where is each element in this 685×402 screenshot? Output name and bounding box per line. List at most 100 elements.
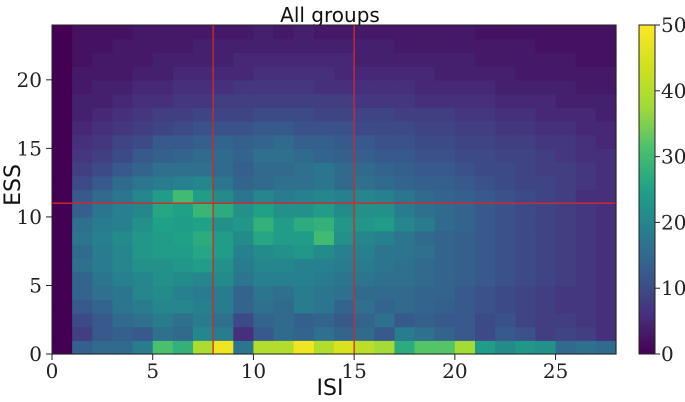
heatmap-cell [475,326,496,341]
heatmap-cell [555,326,577,341]
heatmap-cell [454,340,476,355]
heatmap-cell [394,107,416,122]
heatmap-cell [374,203,396,218]
heatmap-cell [475,148,496,163]
heatmap-cell [535,326,557,341]
heatmap-cell [112,25,134,40]
heatmap-cell [575,148,597,163]
heatmap-cell [555,285,577,300]
heatmap-cell [313,38,335,54]
heatmap-cell [233,340,255,355]
heatmap-cell [152,312,174,328]
heatmap-cell [273,79,295,95]
heatmap-cell [172,189,194,204]
y-tick-label: 15 [17,136,42,160]
heatmap-cell [374,107,396,122]
heatmap-cell [575,340,597,355]
heatmap-cell [273,66,295,81]
heatmap-cell [394,148,416,163]
heatmap-cell [52,38,73,54]
heatmap-cell [172,203,194,218]
heatmap-cell [495,162,516,177]
heatmap-cell [595,93,617,108]
heatmap-cell [313,203,335,218]
heatmap-cell [495,271,516,287]
heatmap-cell [253,162,275,177]
heatmap-cell [394,134,416,149]
heatmap-cell [293,148,315,163]
heatmap-cell [152,52,174,67]
heatmap-cell [52,25,73,40]
heatmap-cell [595,216,617,232]
heatmap-cell [414,66,436,81]
heatmap-cell [172,79,194,95]
heatmap-cell [334,25,355,40]
heatmap-cell [394,216,416,232]
heatmap-cell [132,216,154,232]
heatmap-cell [92,216,114,232]
heatmap-cell [475,299,496,314]
heatmap-cell [555,203,577,218]
heatmap-cell [132,93,154,108]
heatmap-cell [575,107,597,122]
heatmap-cell [253,312,275,328]
heatmap-cell [92,93,114,108]
heatmap-cell [595,148,617,163]
heatmap-cell [434,38,456,54]
y-axis-ticks: 0 5 10 15 20 [17,68,52,366]
heatmap-cell [414,148,436,163]
heatmap-cell [253,258,275,273]
heatmap-cell [354,285,375,300]
heatmap-cell [475,25,496,40]
x-tick-label: 25 [543,359,568,383]
heatmap-cell [253,244,275,259]
heatmap-cell [172,244,194,259]
heatmap-cell [72,203,93,218]
heatmap-cell [334,230,355,245]
heatmap-cell [152,25,174,40]
heatmap-cell [434,258,456,273]
heatmap-cell [273,189,295,204]
heatmap-cell [475,230,496,245]
heatmap-cell [112,52,134,67]
heatmap-cell [293,66,315,81]
heatmap-cell [132,312,154,328]
x-tick-label: 0 [46,359,59,383]
heatmap-cell [535,230,557,245]
heatmap-cell [475,203,496,218]
heatmap-cell [213,66,234,81]
heatmap-cell [454,258,476,273]
heatmap-cell [132,162,154,177]
heatmap-cell [575,25,597,40]
heatmap-cell [193,244,214,259]
heatmap-cell [495,66,516,81]
heatmap-cell [555,120,577,136]
heatmap-cell [112,326,134,341]
heatmap-cell [575,299,597,314]
heatmap-cell [595,189,617,204]
heatmap-cell [92,271,114,287]
heatmap-cell [273,340,295,355]
heatmap-cell [555,312,577,328]
heatmap-cell [233,79,255,95]
heatmap-cell [434,107,456,122]
colorbar [638,24,656,355]
heatmap-cell [535,25,557,40]
heatmap-cell [72,38,93,54]
heatmap-cell [172,340,194,355]
heatmap-cell [52,107,73,122]
heatmap-cell [112,216,134,232]
heatmap-cell [374,79,396,95]
heatmap-cell [52,66,73,81]
heatmap-cell [92,175,114,191]
heatmap-cell [253,134,275,149]
heatmap-cell [414,203,436,218]
heatmap-cell [273,134,295,149]
heatmap-cell [273,93,295,108]
heatmap-cell [92,326,114,341]
heatmap-cell [515,148,537,163]
heatmap-cell [495,134,516,149]
heatmap-cell [354,312,375,328]
y-tick-label: 0 [29,342,42,366]
heatmap-cell [152,107,174,122]
